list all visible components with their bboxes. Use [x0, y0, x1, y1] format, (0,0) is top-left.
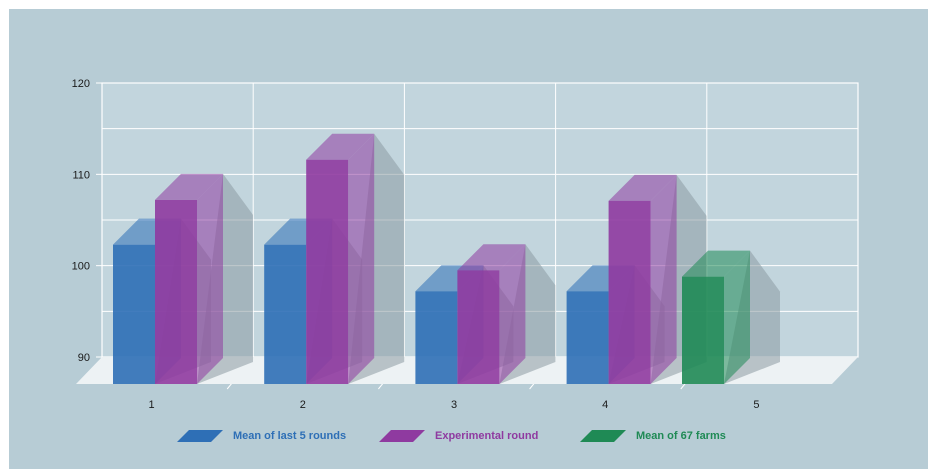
- legend-label-2: Mean of 67 farms: [636, 430, 726, 442]
- x-tick-label-2: 3: [451, 399, 457, 411]
- bar-0-0: [113, 244, 155, 384]
- y-tick-label-3: 120: [72, 78, 90, 90]
- y-tick-label-2: 110: [72, 169, 90, 181]
- y-tick-label-1: 100: [72, 261, 90, 273]
- bar-side-1-0: [197, 173, 223, 384]
- legend-swatch-2: [580, 430, 626, 442]
- x-tick-label-3: 4: [602, 399, 608, 411]
- bar-side-2-4: [724, 250, 750, 384]
- bar-side-1-3: [650, 174, 677, 384]
- bar-top-2-4: [682, 250, 750, 277]
- bar-1-3: [608, 200, 651, 384]
- y-tick-label-0: 90: [78, 352, 90, 364]
- x-tick-label-1: 2: [300, 399, 306, 411]
- legend-item-2: Mean of 67 farms: [580, 430, 726, 442]
- bar-top-1-0: [155, 173, 223, 200]
- bar-1-0: [155, 199, 197, 384]
- bar-1-1: [306, 159, 349, 384]
- legend-label-0: Mean of last 5 rounds: [233, 430, 347, 442]
- bar-side-1-2: [499, 244, 526, 384]
- bar-top-1-3: [608, 174, 677, 201]
- legend-item-1: Experimental round: [379, 430, 539, 442]
- bar-0-2: [415, 291, 458, 384]
- x-tick-label-4: 5: [753, 399, 759, 411]
- legend-swatch-0: [177, 430, 223, 442]
- bar-0-1: [264, 244, 307, 384]
- legend-item-0: Mean of last 5 rounds: [177, 430, 347, 442]
- legend-label-1: Experimental round: [435, 430, 539, 442]
- bar-0-3: [566, 291, 609, 384]
- bar-top-1-2: [457, 244, 526, 271]
- x-tick-label-0: 1: [149, 399, 155, 411]
- bar-1-2: [457, 270, 500, 384]
- legend-swatch-1: [379, 430, 425, 442]
- bar-side-1-1: [348, 133, 375, 384]
- bar-2-4: [682, 276, 724, 384]
- bar-top-1-1: [306, 133, 375, 160]
